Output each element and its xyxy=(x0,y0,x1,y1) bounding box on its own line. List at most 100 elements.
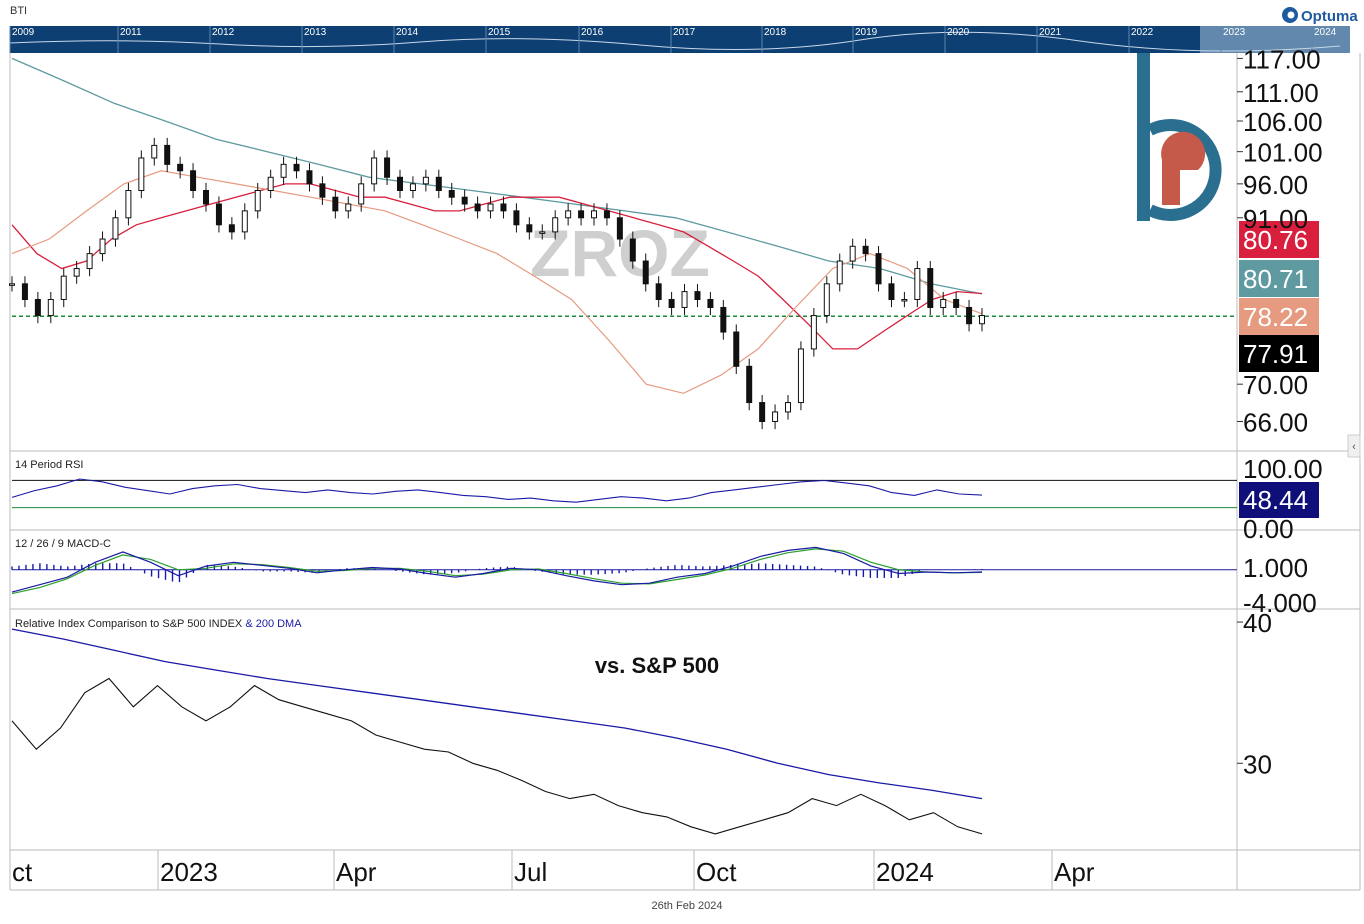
overview-year-label: 2020 xyxy=(947,27,970,38)
rsi-value-box xyxy=(1239,482,1319,518)
candle-body xyxy=(86,253,93,270)
candle-body xyxy=(73,268,80,277)
candle-body xyxy=(797,348,804,404)
ticker-label: BTI xyxy=(10,5,27,17)
candle-body xyxy=(397,176,403,192)
candle-body xyxy=(759,402,766,422)
macd-signal-line xyxy=(11,548,983,595)
candle-body xyxy=(940,298,947,308)
candle-body xyxy=(526,224,533,233)
candle-body xyxy=(461,196,468,205)
candle-body xyxy=(151,144,158,159)
candle-body xyxy=(513,210,520,226)
macd-panel-title: 12 / 26 / 9 MACD-C xyxy=(15,538,111,550)
candle-body xyxy=(280,163,287,178)
overview-selection-window[interactable] xyxy=(1200,26,1350,53)
publisher-logo-icon xyxy=(1137,53,1222,221)
candle-body xyxy=(733,331,740,367)
date-tick-label: ct xyxy=(12,857,33,887)
price-tick-label: 66.00 xyxy=(1243,407,1308,437)
rsi-panel[interactable]: 48.44 xyxy=(11,478,1319,518)
candle-body xyxy=(306,170,313,185)
panel-frames xyxy=(9,53,1361,891)
candle-body xyxy=(823,283,830,317)
date-tick-label: 2023 xyxy=(160,857,218,887)
relative-panel-title: Relative Index Comparison to S&P 500 IND… xyxy=(15,618,302,630)
rsi-tick-label: 100.00 xyxy=(1243,454,1323,484)
price-panel[interactable]: 80.76 80.71 78.22 77.91 xyxy=(9,57,1320,430)
price-tick-label: 70.00 xyxy=(1243,370,1308,400)
ma-red-line xyxy=(11,183,983,350)
value-label-text: 78.22 xyxy=(1243,302,1308,332)
relative-panel[interactable] xyxy=(11,628,983,835)
candle-body xyxy=(487,203,494,212)
candle-body xyxy=(901,298,908,302)
candle-body xyxy=(785,402,791,413)
overview-strip[interactable]: 2009 2011 2012 2013 2014 2015 2016 2017 2018 2019… xyxy=(9,26,1350,53)
collapse-handle-box xyxy=(1347,434,1361,458)
date-tick-label: 2024 xyxy=(876,857,934,887)
candle-body xyxy=(681,291,688,308)
candle-body xyxy=(47,298,54,317)
candle-body xyxy=(552,217,559,233)
ma-salmon-line xyxy=(11,170,983,394)
overview-year-label: 2023 xyxy=(1223,27,1246,38)
value-label-text: 80.71 xyxy=(1243,264,1308,294)
candle-body xyxy=(267,176,274,192)
candle-body xyxy=(9,283,15,286)
candle-body xyxy=(836,260,843,285)
candle-body xyxy=(772,411,779,422)
logo-stem xyxy=(1137,53,1150,221)
relative-index-line xyxy=(11,677,983,835)
logo-inner-mark xyxy=(1161,131,1206,205)
candle-body xyxy=(591,210,597,219)
overview-year-label: 2022 xyxy=(1131,27,1154,38)
candle-body xyxy=(358,183,365,205)
price-tick-label: 91.00 xyxy=(1243,204,1308,234)
overview-price-line xyxy=(9,31,1341,52)
macd-panel[interactable] xyxy=(11,546,1237,595)
candle-body xyxy=(875,253,882,285)
candle-body xyxy=(228,224,235,233)
candle-body xyxy=(215,203,222,226)
candle-body xyxy=(565,210,572,219)
price-tick-label: 96.00 xyxy=(1243,170,1308,200)
candle-body xyxy=(642,260,649,285)
overview-year-label: 2017 xyxy=(673,27,696,38)
rsi-value-text: 48.44 xyxy=(1243,485,1308,515)
candle-body xyxy=(578,210,585,219)
relative-panel-title-dma: & 200 DMA xyxy=(245,618,302,630)
date-axis: ct 2023 Apr Jul Oct 2024 Apr xyxy=(9,850,1095,890)
candle-body xyxy=(435,176,442,192)
overview-year-label: 2021 xyxy=(1039,27,1062,38)
overview-year-label: 2019 xyxy=(855,27,878,38)
date-tick-label: Apr xyxy=(336,857,377,887)
candle-body xyxy=(616,217,623,240)
candle-body xyxy=(409,183,416,192)
footer-date: 26th Feb 2024 xyxy=(652,900,723,912)
candle-body xyxy=(99,238,106,255)
candle-body xyxy=(345,203,352,212)
value-label-text: 80.76 xyxy=(1243,225,1308,255)
price-tick-label: 101.00 xyxy=(1243,138,1323,168)
price-tick-label: 106.00 xyxy=(1243,107,1323,137)
candle-body xyxy=(384,157,391,178)
ma-teal-line xyxy=(11,57,983,295)
price-tick-label: 117.00 xyxy=(1243,44,1321,74)
chevron-left-icon: ‹ xyxy=(1352,441,1356,453)
candle-body xyxy=(164,144,171,165)
collapse-panel-button[interactable]: ‹ xyxy=(1347,434,1361,458)
price-tick-label: 111.00 xyxy=(1243,78,1319,108)
candle-body xyxy=(914,268,921,300)
macd-line xyxy=(11,546,983,593)
macd-tick-label: -4.000 xyxy=(1243,588,1317,618)
value-label-box xyxy=(1239,260,1319,297)
relative-panel-title-main: Relative Index Comparison to S&P 500 IND… xyxy=(15,618,243,630)
overview-background xyxy=(10,26,1350,53)
candle-body xyxy=(60,275,67,300)
candle-body xyxy=(474,203,481,212)
candle-body xyxy=(668,298,675,308)
candle-body xyxy=(539,231,546,234)
candle-body xyxy=(746,365,753,404)
